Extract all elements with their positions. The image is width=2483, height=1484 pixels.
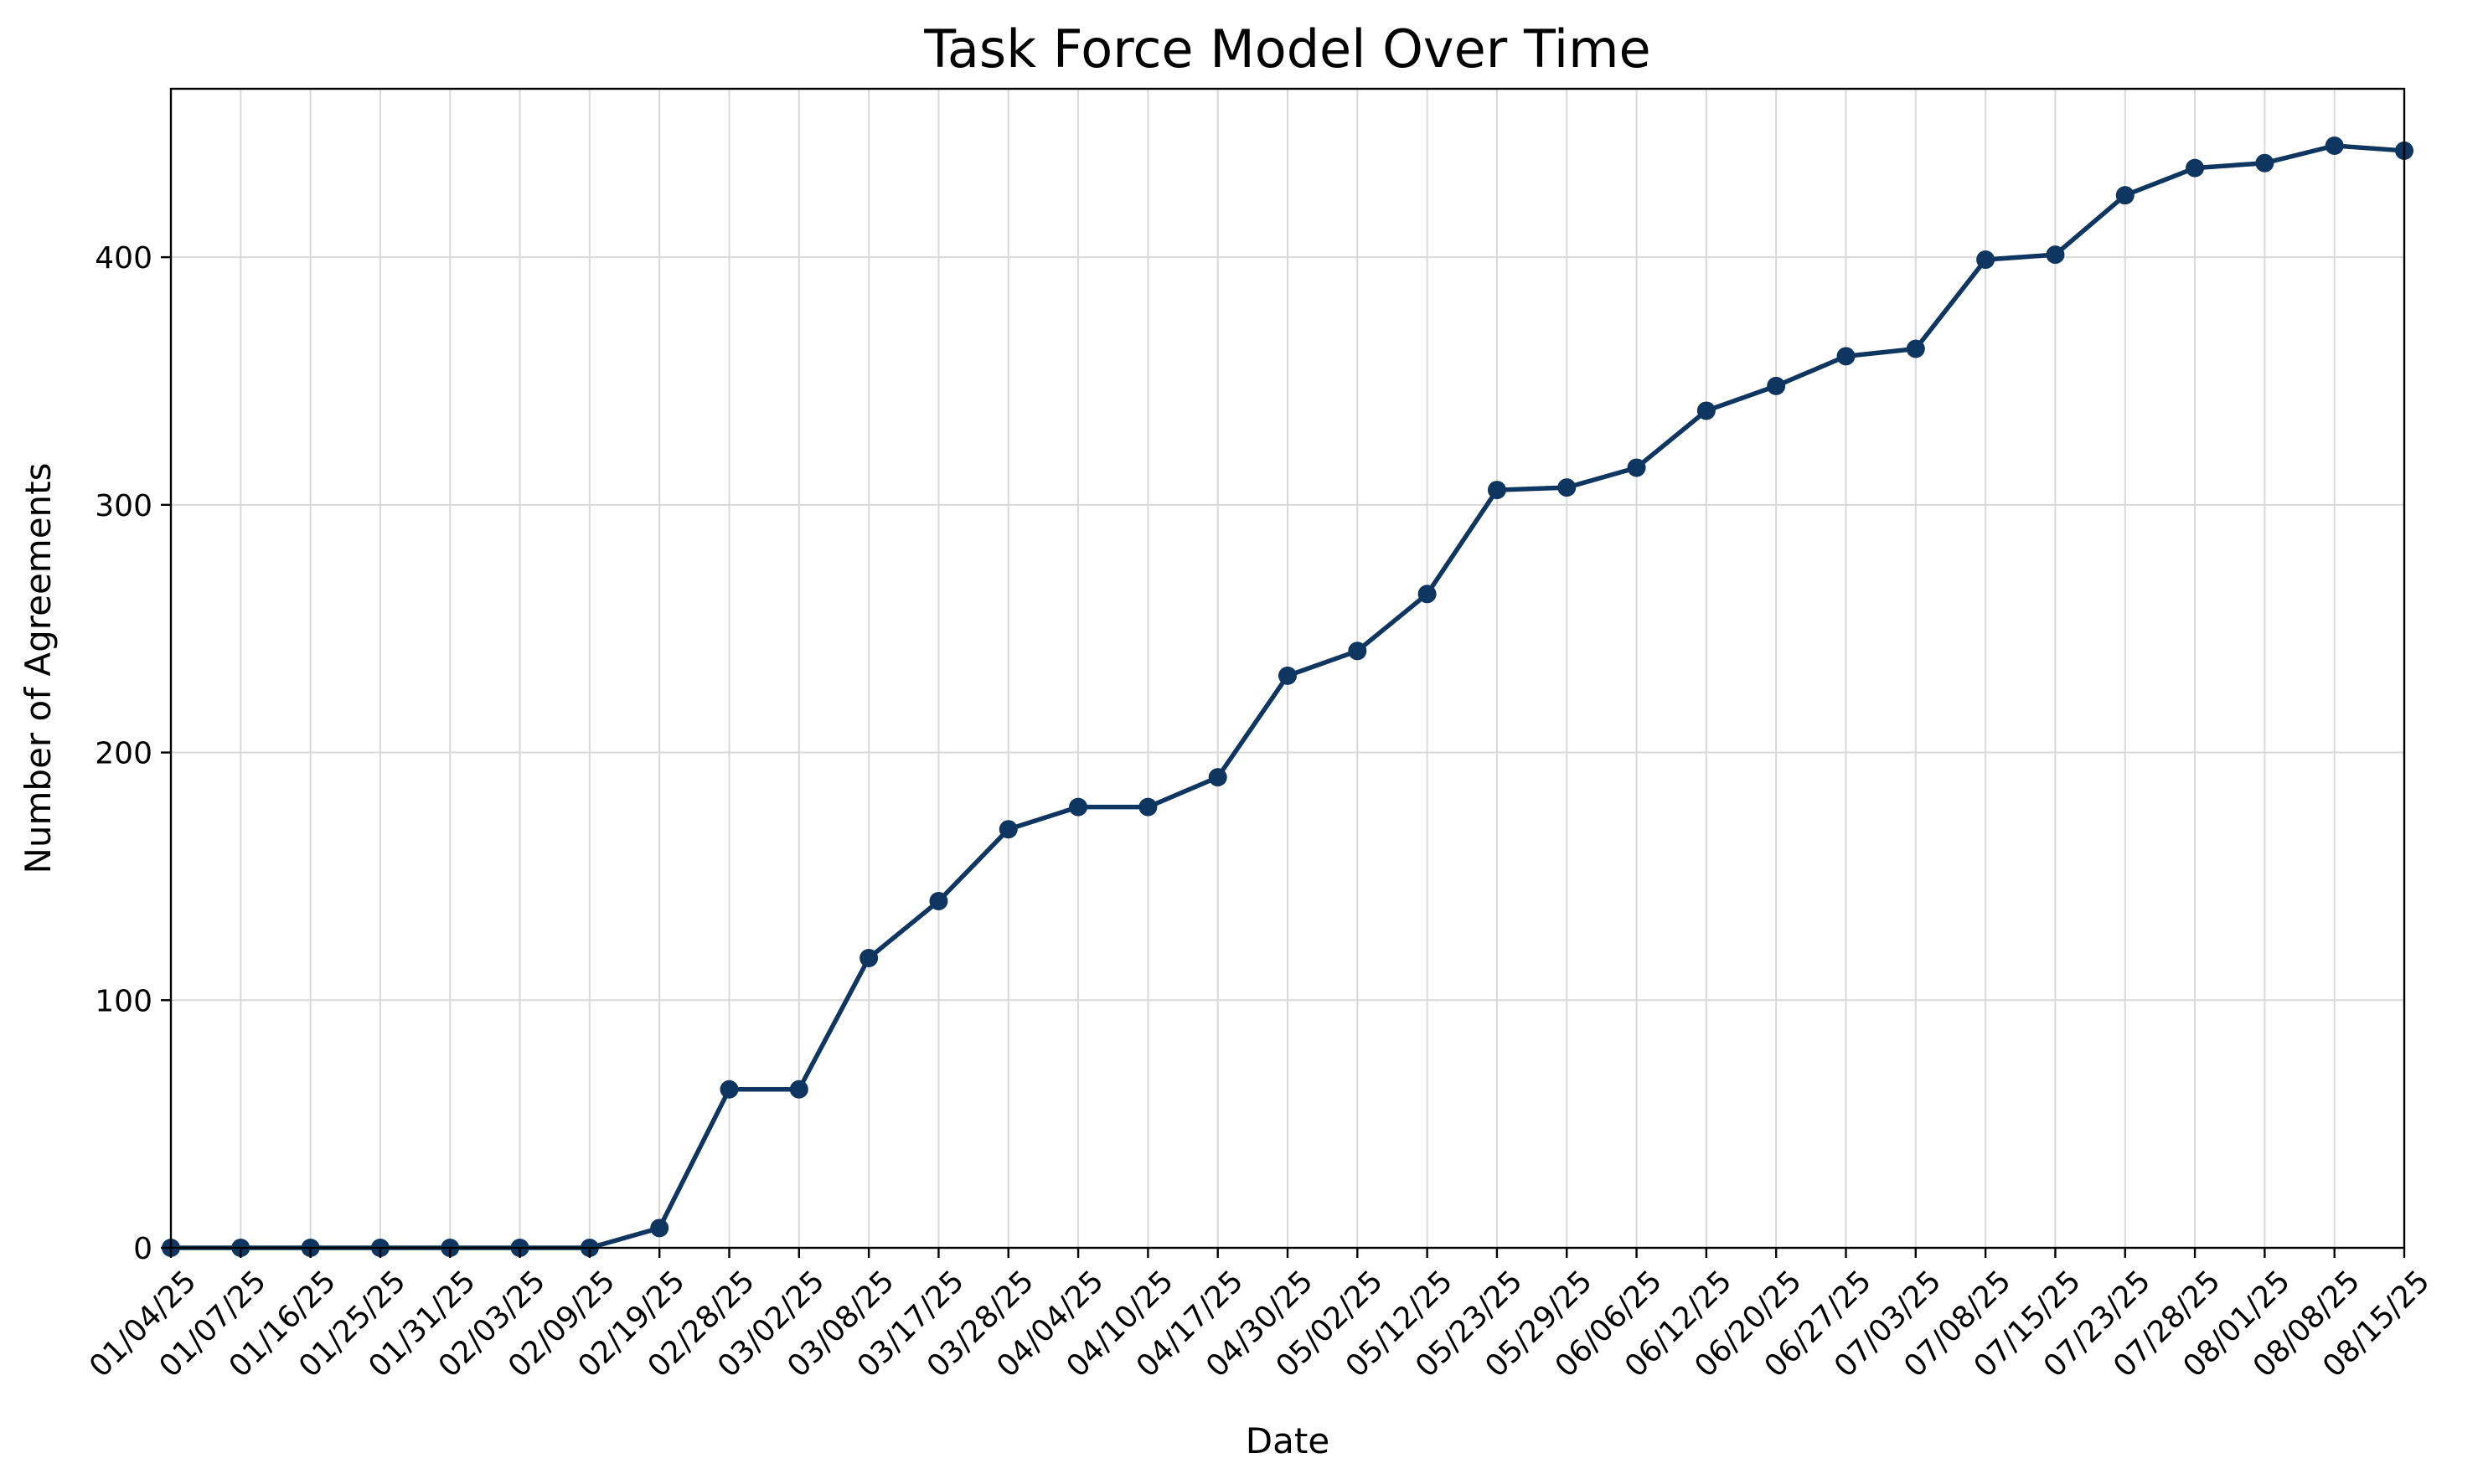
data-point: [1697, 401, 1716, 420]
data-point: [2046, 245, 2064, 264]
data-point: [1069, 798, 1087, 817]
data-point: [1976, 250, 1995, 269]
data-point: [1488, 481, 1506, 499]
data-point: [999, 820, 1018, 838]
data-point: [2186, 159, 2204, 178]
data-point: [860, 949, 878, 967]
chart-title: Task Force Model Over Time: [923, 18, 1650, 80]
data-point: [929, 892, 947, 910]
data-point: [2116, 186, 2135, 204]
data-point: [1209, 768, 1227, 786]
data-point: [720, 1080, 739, 1099]
data-point: [1767, 377, 1785, 395]
data-point: [1418, 585, 1437, 603]
y-tick-label: 300: [95, 489, 152, 523]
data-point: [1628, 458, 1646, 477]
data-point: [1907, 340, 1925, 358]
y-tick-label: 400: [95, 241, 152, 276]
y-tick-label: 0: [133, 1232, 152, 1266]
data-point: [2255, 154, 2274, 173]
data-point: [1837, 347, 1856, 365]
data-point: [2326, 137, 2344, 155]
x-axis-label: Date: [1246, 1420, 1329, 1461]
y-tick-label: 200: [95, 737, 152, 771]
data-point: [650, 1219, 668, 1237]
data-point: [1557, 478, 1576, 497]
data-point: [1138, 798, 1157, 817]
data-point: [1278, 667, 1297, 685]
data-point: [790, 1080, 808, 1099]
data-point: [1348, 642, 1366, 660]
y-axis-label: Number of Agreements: [18, 462, 59, 873]
y-tick-label: 100: [95, 984, 152, 1018]
